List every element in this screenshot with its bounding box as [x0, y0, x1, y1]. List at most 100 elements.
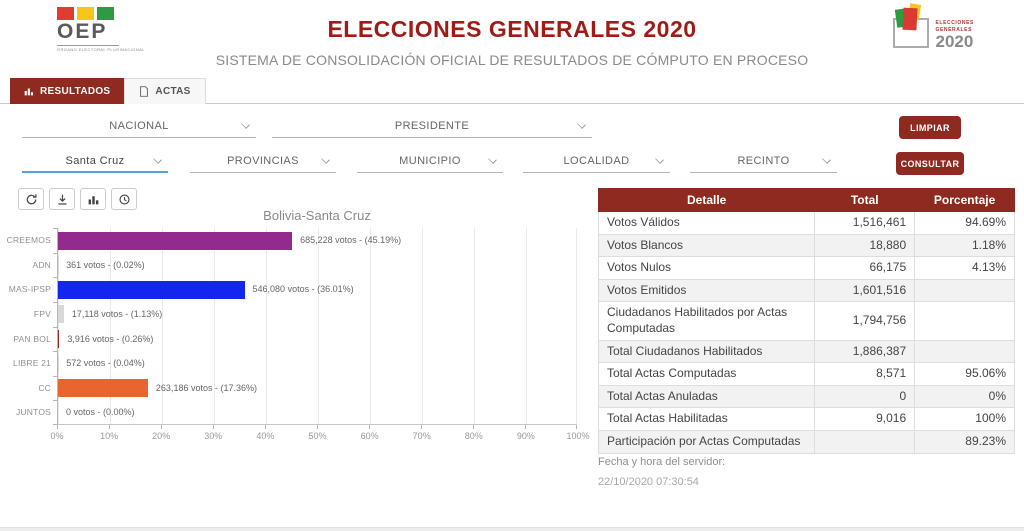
table-header-cell: Porcentaje: [914, 188, 1015, 212]
percent-cell: 95.06%: [914, 362, 1015, 386]
y-axis-tick: [53, 424, 57, 425]
document-icon: [140, 86, 149, 97]
download-icon: [57, 194, 67, 205]
y-axis-tick: [53, 326, 57, 328]
table-row: Votos Emitidos 1,601,516: [597, 278, 1015, 303]
percent-cell: [914, 301, 1015, 341]
detail-cell: Total Actas Anuladas: [597, 384, 816, 409]
chart-category-label-fpv: FPV: [33, 308, 51, 319]
detail-cell: Votos Válidos: [597, 211, 816, 235]
oep-logo-squares: [57, 7, 119, 20]
chevron-down-icon: [241, 120, 250, 129]
chart-bar-cc: [58, 379, 148, 398]
localidad-select-value: LOCALIDAD: [563, 155, 630, 167]
elecciones-2020-logo: ELECCIONES GENERALES 2020: [893, 3, 974, 52]
x-axis-tick-label: 10%: [100, 431, 119, 441]
oep-logo-text: OEP: [57, 20, 119, 47]
provincias-select[interactable]: PROVINCIAS: [190, 150, 336, 173]
bar-chart-icon: [24, 88, 34, 96]
tab-resultados[interactable]: RESULTADOS: [10, 78, 125, 104]
x-axis-tick-label: 70%: [412, 431, 431, 441]
event-logo-line1: ELECCIONES: [935, 20, 974, 26]
consultar-button[interactable]: CONSULTAR: [896, 152, 964, 175]
chart-title: Bolivia-Santa Cruz: [263, 208, 371, 223]
percent-cell: 94.69%: [914, 211, 1015, 235]
chart-category-labels: CREEMOS ADN MAS-IPSP FPV PAN BOL LIBRE 21 CC JU…: [0, 228, 51, 425]
chevron-down-icon: [655, 155, 664, 164]
history-icon: [118, 193, 130, 205]
cargo-select-value: PRESIDENTE: [394, 120, 470, 132]
chart-category-label-cc: CC: [38, 382, 51, 393]
municipio-select[interactable]: MUNICIPIO: [357, 150, 503, 173]
table-row: Total Actas Habilitadas 9,016 100%: [597, 407, 1015, 431]
table-row: Total Actas Computadas 8,571 95.06%: [597, 362, 1015, 386]
oep-logo-subtext: ÓRGANO ELECTORAL PLURINACIONAL: [57, 47, 145, 53]
detail-cell: Ciudadanos Habilitados por Actas Computa…: [597, 301, 816, 341]
total-cell: 1,886,387: [814, 339, 916, 364]
chart-bar-creemos: [58, 231, 293, 250]
localidad-select[interactable]: LOCALIDAD: [523, 150, 670, 173]
chart-category-label-pan-bol: PAN BOL: [13, 333, 51, 344]
ambito-select[interactable]: NACIONAL: [22, 115, 256, 138]
y-axis-tick: [53, 228, 57, 229]
y-axis-tick: [53, 301, 57, 303]
server-time-value: 22/10/2020 07:30:54: [598, 476, 699, 488]
detail-cell: Votos Blancos: [597, 233, 816, 258]
total-cell: 1,794,756: [814, 301, 916, 341]
chart-bar-label-juntos: 0 votos - (0.00%): [66, 407, 135, 418]
recinto-select[interactable]: RECINTO: [690, 150, 837, 173]
chart-bar-fpv: [58, 305, 64, 324]
chart-bar-label-cc: 263,186 votos - (17.36%): [155, 382, 257, 393]
cargo-select[interactable]: PRESIDENTE: [272, 115, 592, 138]
table-body: Votos Válidos 1,516,461 94.69% Votos Blanco…: [597, 211, 1015, 454]
ambito-select-value: NACIONAL: [109, 120, 169, 132]
table-row: Votos Nulos 66,175 4.13%: [597, 256, 1015, 280]
total-cell: 1,601,516: [814, 278, 916, 303]
percent-cell: [914, 339, 1015, 364]
y-axis-tick: [53, 277, 57, 279]
y-axis-tick: [53, 375, 57, 377]
total-cell: 9,016: [814, 407, 916, 431]
total-cell: [814, 429, 916, 454]
tab-actas-label: ACTAS: [155, 86, 191, 97]
tab-bar: RESULTADOS ACTAS: [10, 78, 206, 104]
chart-bar-label-adn: 361 votos - (0.02%): [66, 259, 145, 270]
table-row: Total Actas Anuladas 0 0%: [597, 384, 1015, 409]
table-header-cell: Total: [814, 188, 916, 212]
table-header-row: Detalle Total Porcentaje: [597, 188, 1015, 212]
chart-category-label-adn: ADN: [32, 259, 51, 270]
yellow-square-icon: [77, 7, 94, 20]
refresh-button[interactable]: [18, 188, 44, 210]
chart-type-button[interactable]: [80, 188, 106, 210]
limpiar-button[interactable]: LIMPIAR: [899, 116, 961, 139]
red-square-icon: [57, 7, 74, 20]
chart-category-label-juntos: JUNTOS: [15, 407, 51, 418]
detail-cell: Participación por Actas Computadas: [597, 429, 816, 454]
detail-cell: Votos Nulos: [597, 256, 816, 280]
event-logo-line2: GENERALES: [935, 26, 973, 33]
detail-cell: Total Actas Computadas: [597, 362, 816, 386]
x-axis-tick-label: 30%: [204, 431, 223, 441]
tab-resultados-label: RESULTADOS: [40, 85, 111, 97]
departamento-select[interactable]: Santa Cruz: [22, 150, 168, 173]
chart-bar-pan-bol: [58, 330, 60, 348]
download-button[interactable]: [49, 188, 75, 210]
table-row: Participación por Actas Computadas 89.23%: [597, 429, 1015, 454]
elecciones-2020-text: ELECCIONES GENERALES 2020: [935, 20, 974, 52]
history-button[interactable]: [111, 188, 137, 210]
green-square-icon: [97, 7, 114, 20]
x-axis-tick-label: 80%: [464, 431, 483, 441]
table-row: Votos Válidos 1,516,461 94.69%: [597, 211, 1015, 235]
tab-bar-divider: [0, 103, 1024, 104]
chart-bar-mas-ipsp: [58, 280, 245, 299]
tab-actas[interactable]: ACTAS: [124, 78, 206, 104]
refresh-icon: [26, 193, 36, 204]
x-axis-tick-label: 60%: [360, 431, 379, 441]
total-cell: 0: [814, 384, 916, 409]
detail-cell: Total Actas Habilitadas: [597, 407, 816, 431]
chevron-down-icon: [488, 155, 497, 164]
x-axis-tick-label: 50%: [308, 431, 327, 441]
percent-cell: 0%: [914, 384, 1015, 409]
chart-toolbar: [18, 188, 137, 210]
detail-cell: Votos Emitidos: [597, 278, 816, 303]
